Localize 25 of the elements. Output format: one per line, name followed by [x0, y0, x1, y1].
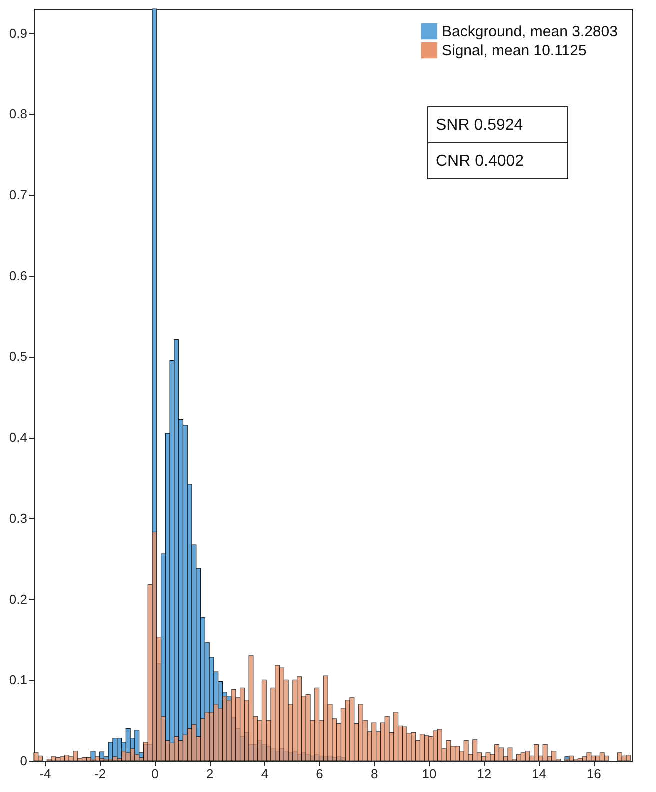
x-tick-label: -2: [94, 766, 106, 782]
y-tick-label: 0.6: [9, 268, 28, 284]
legend-label: Signal, mean 10.1125: [442, 42, 587, 60]
x-tick-label: -4: [40, 766, 52, 782]
annotation: SNR 0.5924: [436, 117, 524, 134]
x-tick-label: 4: [261, 766, 269, 782]
x-tick-label: 0: [152, 766, 159, 782]
x-tick-label: 14: [532, 766, 546, 782]
x-tick-label: 12: [477, 766, 492, 782]
y-tick-label: 0.3: [9, 510, 28, 526]
x-tick-label: 10: [422, 766, 437, 782]
y-tick-label: 0.5: [9, 349, 28, 364]
annotation: CNR 0.4002: [436, 153, 524, 170]
y-tick-label: 0.7: [9, 187, 28, 202]
legend-label: Background, mean 3.2803: [442, 24, 618, 40]
y-tick-label: 0.4: [9, 430, 28, 446]
x-tick-label: 6: [316, 766, 324, 782]
x-tick-label: 16: [586, 766, 602, 782]
x-tick-label: 2: [206, 766, 214, 782]
y-tick-label: 0.8: [9, 106, 28, 122]
y-tick-label: 0.2: [9, 592, 28, 607]
y-tick-label: 0: [20, 754, 28, 768]
x-tick-label: 8: [371, 766, 378, 782]
y-tick-label: 0.1: [9, 672, 28, 688]
y-tick-label: 0.9: [9, 26, 28, 41]
